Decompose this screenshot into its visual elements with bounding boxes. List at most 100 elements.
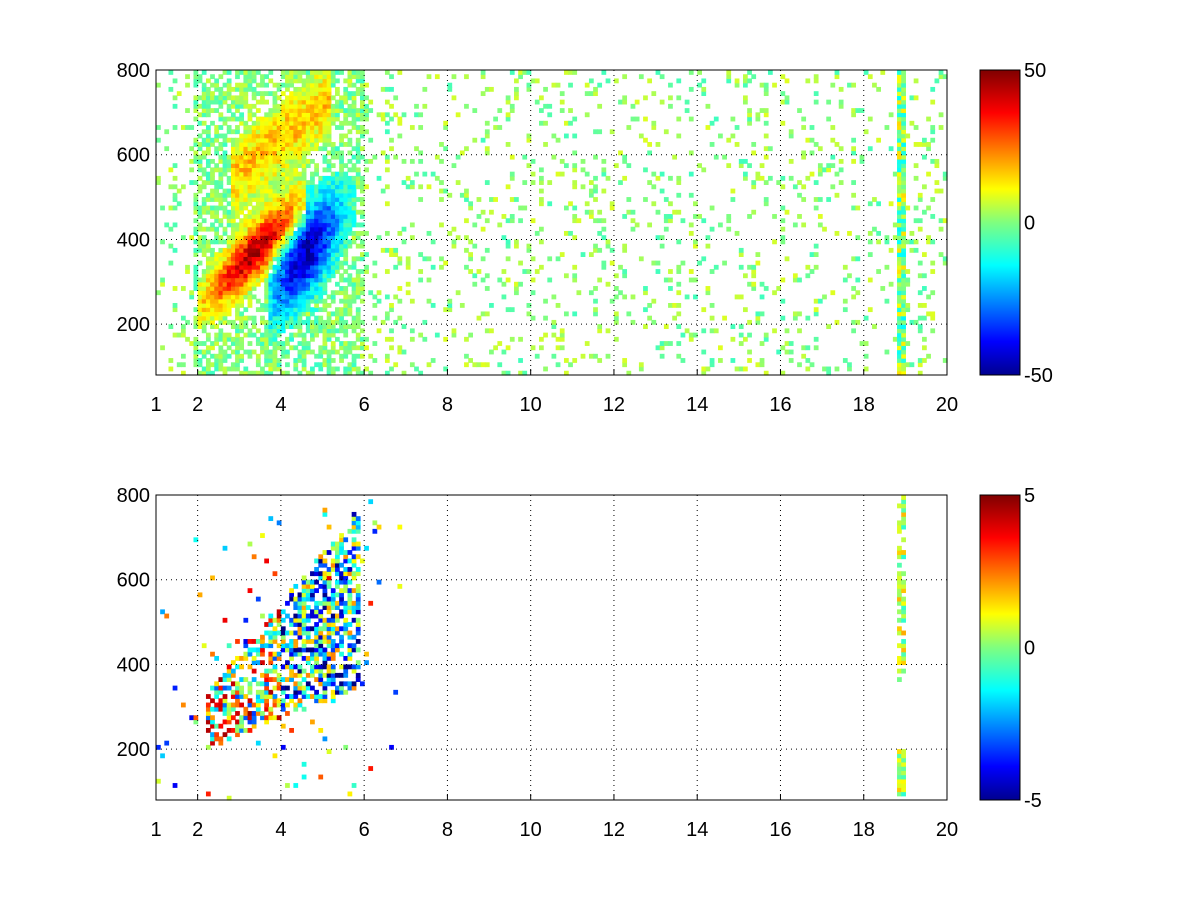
heatmap-cell bbox=[347, 188, 353, 194]
heatmap-cell bbox=[901, 281, 906, 287]
heatmap-cell bbox=[301, 91, 307, 97]
heatmap-cell bbox=[788, 133, 794, 139]
heatmap-cell bbox=[293, 154, 299, 160]
heatmap-cell bbox=[185, 319, 190, 325]
heatmap-cell bbox=[310, 336, 315, 342]
heatmap-cell bbox=[205, 163, 211, 169]
heatmap-cell bbox=[505, 307, 511, 313]
heatmap-cell bbox=[210, 214, 215, 219]
heatmap-cell bbox=[243, 180, 249, 185]
heatmap-cell bbox=[276, 702, 282, 708]
heatmap-cell bbox=[301, 694, 307, 699]
heatmap-cell bbox=[264, 672, 269, 678]
heatmap-cell bbox=[310, 175, 315, 181]
heatmap-cell bbox=[401, 370, 407, 376]
heatmap-cell bbox=[289, 184, 294, 190]
heatmap-cell bbox=[747, 214, 752, 219]
heatmap-cell bbox=[222, 349, 228, 355]
colorbar-tick-label: -5 bbox=[1024, 790, 1042, 812]
heatmap-cell bbox=[618, 290, 623, 296]
heatmap-cell bbox=[297, 307, 303, 313]
heatmap-cell bbox=[593, 91, 598, 97]
heatmap-cell bbox=[543, 298, 548, 304]
heatmap-cell bbox=[264, 302, 269, 308]
heatmap-cell bbox=[197, 175, 203, 181]
heatmap-cell bbox=[255, 137, 261, 143]
heatmap-cell bbox=[293, 311, 299, 317]
heatmap-cell bbox=[280, 91, 286, 97]
heatmap-cell bbox=[201, 319, 207, 325]
heatmap-cell bbox=[318, 294, 324, 300]
heatmap-cell bbox=[326, 605, 332, 610]
heatmap-cell bbox=[255, 711, 261, 716]
heatmap-cell bbox=[393, 154, 399, 160]
heatmap-cell bbox=[247, 290, 253, 296]
heatmap-cell bbox=[264, 677, 269, 682]
heatmap-cell bbox=[322, 345, 328, 351]
heatmap-cell bbox=[676, 324, 682, 330]
heatmap-cell bbox=[330, 120, 336, 126]
heatmap-cell bbox=[759, 358, 765, 363]
heatmap-cell bbox=[514, 86, 519, 92]
heatmap-cell bbox=[347, 158, 353, 164]
heatmap-cell bbox=[310, 133, 315, 139]
heatmap-cell bbox=[168, 260, 174, 266]
heatmap-cell bbox=[472, 273, 478, 279]
heatmap-cell bbox=[314, 579, 319, 585]
heatmap-cell bbox=[301, 70, 307, 75]
heatmap-cell bbox=[168, 243, 174, 249]
heatmap-cell bbox=[297, 302, 303, 308]
heatmap-cell bbox=[713, 116, 719, 122]
heatmap-cell bbox=[226, 311, 232, 317]
heatmap-cell bbox=[268, 150, 274, 156]
heatmap-cell bbox=[709, 120, 715, 126]
heatmap-cell bbox=[464, 74, 469, 80]
heatmap-cell bbox=[322, 507, 328, 513]
heatmap-cell bbox=[201, 311, 207, 317]
heatmap-cell bbox=[347, 112, 353, 118]
heatmap-cell bbox=[210, 120, 215, 126]
heatmap-cell bbox=[243, 315, 249, 321]
heatmap-cell bbox=[243, 617, 249, 623]
heatmap-cell bbox=[285, 307, 290, 313]
heatmap-cell bbox=[276, 197, 282, 202]
heatmap-cell bbox=[276, 609, 282, 615]
heatmap-cell bbox=[218, 197, 224, 202]
heatmap-cell bbox=[347, 205, 353, 211]
heatmap-cell bbox=[293, 362, 299, 368]
heatmap-cell bbox=[343, 558, 349, 564]
heatmap-cell bbox=[618, 150, 623, 156]
heatmap-cell bbox=[339, 613, 344, 619]
heatmap-cell bbox=[180, 286, 186, 291]
heatmap-cell bbox=[326, 260, 332, 266]
heatmap-cell bbox=[280, 634, 286, 640]
heatmap-cell bbox=[326, 167, 332, 173]
heatmap-cell bbox=[364, 167, 369, 173]
heatmap-cell bbox=[343, 324, 349, 330]
heatmap-cell bbox=[476, 214, 482, 219]
heatmap-cell bbox=[268, 201, 274, 207]
heatmap-cell bbox=[913, 142, 919, 147]
heatmap-cell bbox=[322, 681, 328, 687]
heatmap-cell bbox=[297, 74, 303, 80]
heatmap-cell bbox=[901, 91, 906, 97]
heatmap-cell bbox=[301, 336, 307, 342]
heatmap-cell bbox=[397, 298, 403, 304]
heatmap-cell bbox=[193, 218, 199, 224]
heatmap-cell bbox=[222, 192, 228, 198]
heatmap-cell bbox=[897, 116, 902, 122]
heatmap-cell bbox=[335, 545, 340, 551]
heatmap-cell bbox=[351, 345, 357, 351]
heatmap-cell bbox=[314, 362, 319, 368]
heatmap-cell bbox=[201, 184, 207, 190]
heatmap-cell bbox=[210, 715, 215, 721]
heatmap-cell bbox=[397, 116, 403, 122]
heatmap-cell bbox=[230, 252, 236, 257]
heatmap-cell bbox=[218, 175, 224, 181]
heatmap-cell bbox=[314, 332, 319, 338]
heatmap-cell bbox=[268, 167, 274, 173]
heatmap-cell bbox=[297, 120, 303, 126]
heatmap-cell bbox=[355, 230, 361, 236]
heatmap-cell bbox=[339, 685, 344, 691]
heatmap-cell bbox=[260, 634, 265, 640]
